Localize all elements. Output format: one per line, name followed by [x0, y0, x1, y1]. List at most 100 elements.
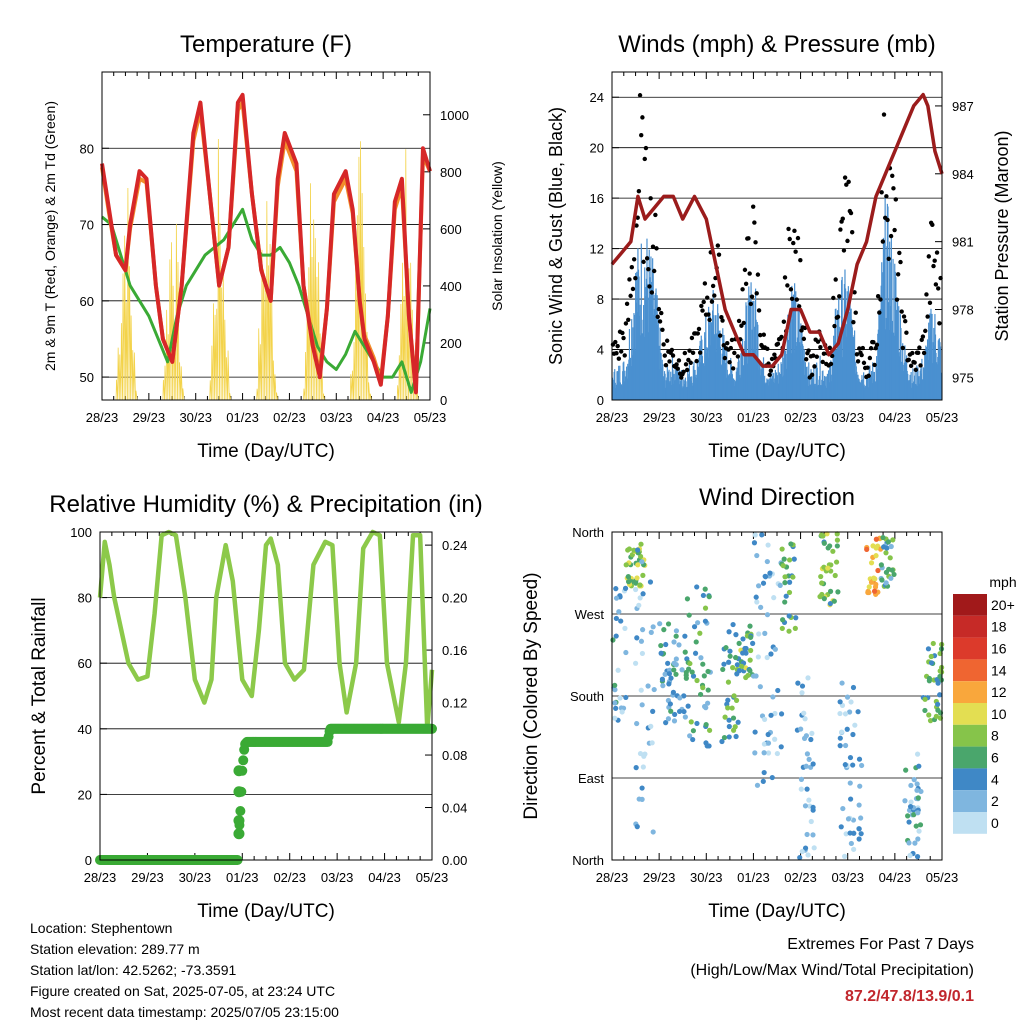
- gust-point: [765, 346, 770, 352]
- wind-direction-point: [852, 722, 858, 728]
- winds-y2tick-label: 984: [952, 167, 974, 182]
- wind-direction-point: [873, 536, 879, 542]
- humidity-ytick-label: 40: [78, 722, 92, 737]
- gust-point: [616, 356, 622, 361]
- wind-direction-point: [922, 696, 928, 702]
- winds-xtick-label: 29/23: [643, 410, 676, 425]
- gust-point: [624, 301, 630, 307]
- wind-direction-point: [831, 598, 837, 604]
- wind-direction-point: [868, 579, 875, 585]
- wind-direction-point: [902, 798, 908, 804]
- wind-direction-point: [885, 539, 891, 545]
- wind-direction-point: [726, 629, 732, 635]
- wind-direction-point: [730, 727, 737, 733]
- wind-direction-point: [726, 717, 732, 723]
- gust-point: [627, 277, 632, 282]
- wind-direction-point: [883, 550, 889, 556]
- wind-direction-point: [891, 571, 897, 578]
- gust-point: [623, 321, 629, 326]
- wind-direction-point: [731, 693, 737, 699]
- wind-direction-point: [740, 650, 746, 656]
- wind-direction-point: [810, 832, 816, 838]
- wind-direction-point: [738, 663, 745, 669]
- wind-direction-point: [914, 781, 920, 787]
- gust-point: [818, 344, 823, 350]
- wind-direction-point: [866, 584, 872, 590]
- wind-direction-point: [887, 555, 893, 561]
- gust-point: [732, 350, 737, 356]
- gust-point: [868, 346, 874, 351]
- gust-point: [867, 355, 873, 361]
- temperature-ytick-label: 80: [80, 141, 94, 156]
- gust-point: [615, 343, 620, 349]
- wind-direction-point: [786, 589, 793, 596]
- wind-direction-point: [926, 712, 932, 718]
- gust-point: [649, 290, 655, 295]
- wind-direction-point: [821, 540, 827, 546]
- wind-direction-point: [811, 845, 817, 851]
- gust-point: [631, 257, 637, 262]
- wind-direction-point: [692, 650, 699, 656]
- gust-point: [794, 297, 799, 302]
- wind-direction-point: [937, 692, 943, 698]
- wind-direction-point: [858, 831, 864, 837]
- gust-point: [748, 301, 754, 307]
- wind-direction-point: [647, 579, 654, 585]
- gust-point: [865, 365, 870, 370]
- wind-direction-point: [665, 621, 672, 627]
- wind-direction-point: [778, 711, 785, 717]
- wind-direction-point: [761, 741, 767, 747]
- gust-point: [827, 345, 832, 351]
- wind-direction-point: [618, 705, 624, 711]
- gust-point: [758, 332, 763, 338]
- wind-direction-point: [613, 615, 619, 622]
- gust-point: [884, 194, 889, 199]
- gust-point: [854, 352, 860, 357]
- wind-direction-point: [907, 803, 914, 810]
- gust-point: [636, 188, 642, 194]
- wind-direction-point: [857, 783, 863, 789]
- colorbar-cell: [953, 615, 987, 638]
- wind-direction-point: [802, 716, 808, 722]
- wind-direction-point: [914, 751, 921, 757]
- wind-direction-point: [694, 677, 700, 684]
- gust-point: [646, 266, 651, 272]
- wind-direction-point: [806, 756, 812, 762]
- wind-direction-point: [671, 718, 678, 724]
- gust-point: [937, 321, 942, 326]
- wind-direction-point: [915, 795, 921, 801]
- gust-point: [743, 281, 749, 286]
- gust-point: [859, 352, 864, 358]
- gust-point: [849, 230, 855, 235]
- gust-point: [820, 359, 825, 365]
- winds-ytick-label: 0: [597, 393, 604, 408]
- wind-direction-point: [685, 703, 691, 709]
- wind-direction-point: [703, 721, 709, 728]
- wind-direction-point: [666, 671, 673, 677]
- gust-point: [730, 366, 736, 371]
- gust-point: [681, 369, 686, 375]
- wind-direction-point: [697, 630, 703, 636]
- wind-direction-point: [880, 534, 886, 541]
- gust-point: [894, 297, 900, 302]
- gust-point: [885, 217, 890, 223]
- wind-direction-point: [733, 697, 740, 703]
- rainfall-point: [233, 786, 245, 798]
- wind-direction-point: [730, 665, 736, 671]
- wind-direction-point: [820, 533, 826, 539]
- winds-ytick-label: 24: [590, 90, 604, 105]
- gust-point: [675, 366, 680, 371]
- gust-point: [772, 352, 777, 357]
- wind-direction-point: [926, 675, 933, 682]
- wind-direction-point: [735, 719, 741, 725]
- gust-point: [699, 303, 704, 309]
- wind-direction-point: [906, 840, 912, 846]
- solar-insolation-line: [256, 201, 279, 401]
- wind-direction-point: [612, 715, 618, 721]
- wind-direction-point: [872, 576, 878, 582]
- temperature-xtick-label: 05/23: [414, 410, 447, 425]
- wind-direction-point: [883, 580, 889, 586]
- gust-point: [901, 314, 907, 319]
- wind-direction-point: [671, 667, 677, 673]
- wind-direction-point: [780, 563, 786, 569]
